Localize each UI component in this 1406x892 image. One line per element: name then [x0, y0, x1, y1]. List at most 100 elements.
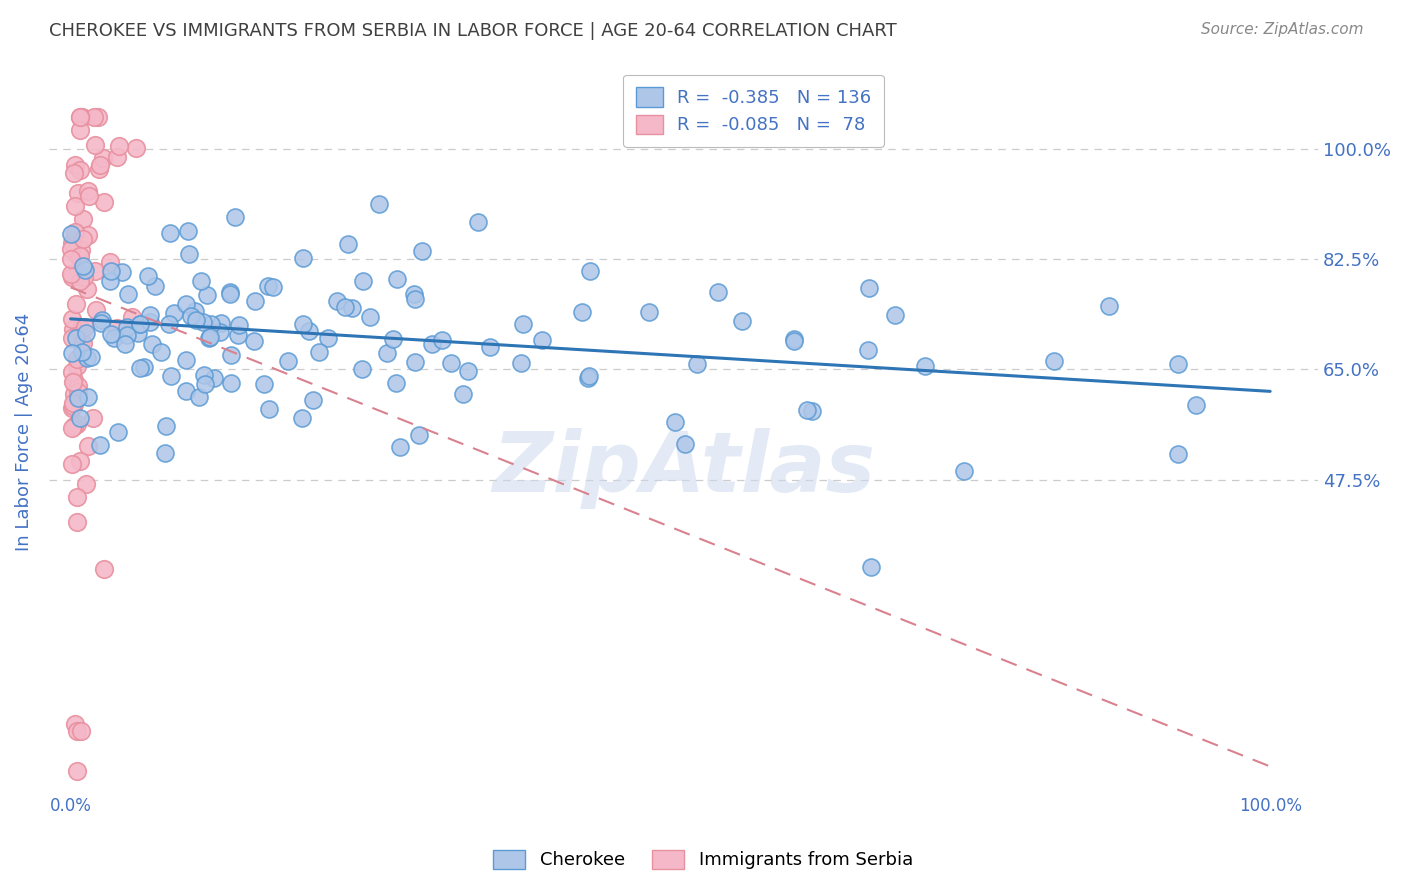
Point [333, 300, 356, 314]
Point [129, 317, 152, 331]
Point [202, 370, 225, 384]
Point [62, 399, 84, 413]
Point [83, 110, 105, 124]
Point [467, 215, 489, 229]
Point [453, 386, 475, 401]
Point [180, 309, 202, 323]
Point [404, 286, 426, 301]
Point [198, 329, 221, 343]
Point [1167, 447, 1189, 461]
Point [883, 308, 905, 322]
Point [176, 352, 198, 367]
Point [69, 334, 91, 349]
Point [63, 199, 86, 213]
Point [796, 402, 818, 417]
Point [387, 272, 409, 286]
Point [125, 141, 148, 155]
Point [914, 359, 936, 373]
Point [375, 346, 398, 360]
Point [121, 310, 143, 324]
Point [186, 313, 208, 327]
Point [262, 280, 284, 294]
Point [60, 457, 83, 471]
Point [87, 110, 110, 124]
Point [858, 343, 880, 358]
Point [66, 417, 89, 431]
Point [63, 373, 86, 387]
Point [107, 425, 129, 440]
Point [69, 274, 91, 288]
Point [193, 368, 215, 382]
Point [127, 326, 149, 340]
Point [63, 386, 86, 401]
Point [352, 362, 374, 376]
Point [571, 305, 593, 319]
Point [60, 365, 83, 379]
Point [368, 197, 391, 211]
Point [66, 764, 89, 778]
Point [150, 344, 173, 359]
Point [60, 312, 83, 326]
Point [62, 236, 84, 251]
Point [340, 301, 363, 315]
Point [62, 395, 84, 409]
Point [75, 477, 97, 491]
Point [512, 317, 534, 331]
Point [228, 318, 250, 332]
Point [1167, 357, 1189, 371]
Point [82, 410, 104, 425]
Point [76, 390, 98, 404]
Point [193, 315, 215, 329]
Point [107, 138, 129, 153]
Point [63, 418, 86, 433]
Point [70, 723, 93, 738]
Point [337, 237, 360, 252]
Point [115, 320, 138, 334]
Point [302, 392, 325, 407]
Point [111, 265, 134, 279]
Point [60, 401, 83, 416]
Point [226, 327, 249, 342]
Point [65, 331, 87, 345]
Point [98, 274, 121, 288]
Point [1098, 299, 1121, 313]
Point [59, 242, 82, 256]
Point [67, 379, 90, 393]
Point [1043, 353, 1066, 368]
Point [93, 562, 115, 576]
Point [69, 249, 91, 263]
Point [100, 264, 122, 278]
Point [731, 314, 754, 328]
Point [257, 278, 280, 293]
Point [63, 717, 86, 731]
Point [59, 227, 82, 242]
Point [69, 110, 91, 124]
Point [72, 335, 94, 350]
Point [66, 723, 89, 738]
Point [209, 316, 232, 330]
Point [432, 333, 454, 347]
Point [139, 315, 162, 329]
Point [578, 368, 600, 383]
Point [673, 436, 696, 450]
Point [87, 162, 110, 177]
Point [103, 331, 125, 345]
Point [707, 285, 730, 300]
Point [84, 264, 107, 278]
Point [243, 334, 266, 348]
Point [63, 166, 86, 180]
Point [291, 410, 314, 425]
Point [80, 351, 103, 365]
Point [187, 390, 209, 404]
Point [457, 364, 479, 378]
Point [860, 560, 883, 574]
Point [66, 359, 89, 374]
Point [404, 354, 426, 368]
Point [128, 360, 150, 375]
Point [76, 439, 98, 453]
Point [90, 316, 112, 330]
Point [75, 326, 97, 341]
Y-axis label: In Labor Force | Age 20-64: In Labor Force | Age 20-64 [15, 313, 32, 551]
Point [69, 110, 91, 124]
Point [381, 332, 404, 346]
